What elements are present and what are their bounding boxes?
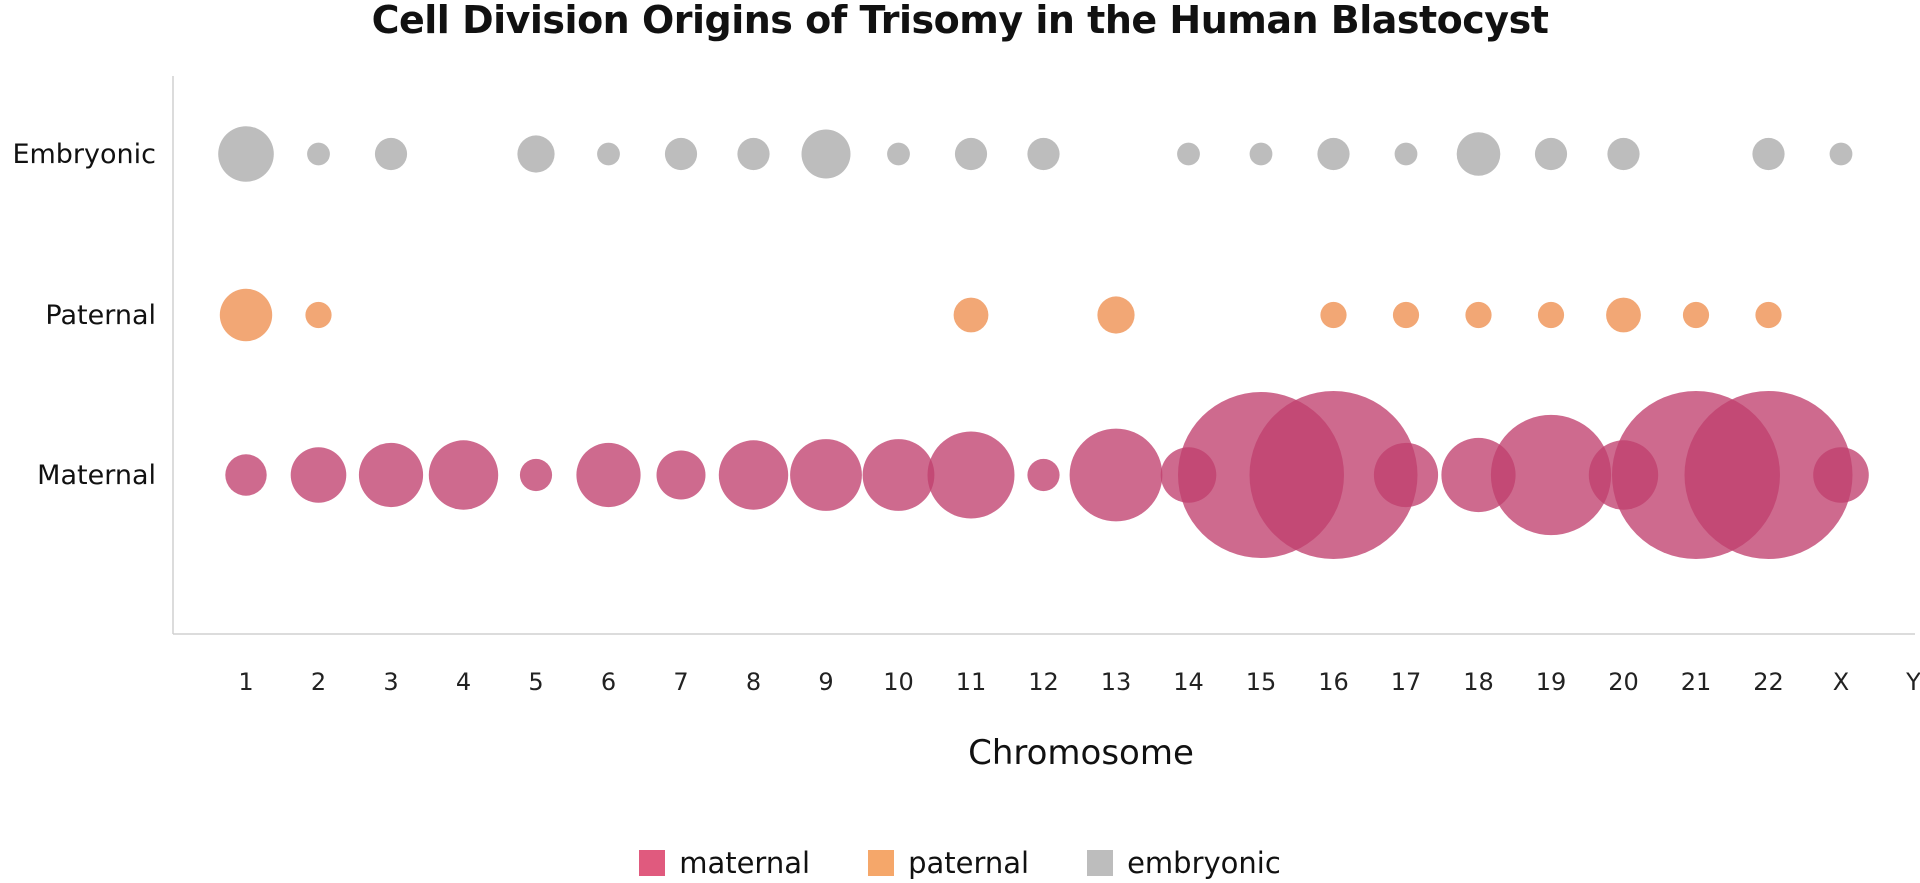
bubble-embryonic-8[interactable] [737, 137, 770, 171]
legend-label-embryonic: embryonic [1127, 846, 1281, 880]
x-tick-labels: 1 2 3 4 5 6 7 8 9 10 11 12 13 14 15 16 17 18 19 20 21 22 X Y [238, 668, 1920, 696]
bubble-maternal-1[interactable] [225, 454, 267, 496]
y-label-paternal: Paternal [45, 300, 156, 331]
bubble-embryonic-5[interactable] [517, 135, 555, 173]
bubble-embryonic-20[interactable] [1607, 137, 1640, 171]
x-tick-4: 4 [456, 668, 471, 696]
x-tick-6: 6 [601, 668, 616, 696]
x-tick-9: 9 [818, 668, 833, 696]
legend-item-embryonic[interactable]: embryonic [1087, 846, 1281, 880]
x-tick-2: 2 [311, 668, 326, 696]
x-tick-19: 19 [1536, 668, 1567, 696]
bubble-embryonic-10[interactable] [887, 142, 910, 166]
bubble-maternal-8[interactable] [718, 440, 789, 510]
bubble-embryonic-17[interactable] [1394, 142, 1418, 166]
bubble-embryonic-7[interactable] [664, 137, 698, 171]
bubble-embryonic-12[interactable] [1027, 137, 1060, 171]
bubble-maternal-5[interactable] [519, 458, 553, 492]
bubble-maternal-19[interactable] [1490, 414, 1612, 536]
x-tick-17: 17 [1391, 668, 1422, 696]
bubble-maternal-11[interactable] [927, 431, 1015, 519]
bubble-maternal-10[interactable] [862, 439, 935, 511]
bubble-paternal-21[interactable] [1682, 301, 1710, 329]
x-tick-16: 16 [1318, 668, 1349, 696]
chart-title: Cell Division Origins of Trisomy in the … [371, 0, 1549, 42]
legend-label-maternal: maternal [679, 846, 811, 880]
bubble-embryonic-18[interactable] [1456, 132, 1501, 176]
bubble-embryonic-11[interactable] [954, 137, 988, 171]
bubble-paternal-2[interactable] [305, 301, 332, 329]
y-labels: Embryonic Paternal Maternal [12, 139, 156, 491]
x-tick-20: 20 [1608, 668, 1639, 696]
legend-label-paternal: paternal [908, 846, 1030, 880]
x-tick-22: 22 [1753, 668, 1784, 696]
bubble-embryonic-9[interactable] [801, 129, 851, 179]
bubble-embryonic-X[interactable] [1829, 142, 1853, 166]
bubble-maternal-6[interactable] [576, 442, 641, 508]
x-tick-7: 7 [673, 668, 688, 696]
bubble-paternal-11[interactable] [953, 297, 989, 333]
bubble-paternal-19[interactable] [1537, 301, 1565, 329]
y-label-maternal: Maternal [37, 460, 156, 491]
x-axis-title: Chromosome [968, 733, 1194, 773]
x-tick-8: 8 [746, 668, 761, 696]
x-tick-10: 10 [883, 668, 914, 696]
x-tick-5: 5 [528, 668, 543, 696]
axes [172, 76, 1915, 635]
x-tick-14: 14 [1173, 668, 1204, 696]
x-tick-21: 21 [1681, 668, 1712, 696]
bubble-maternal-22[interactable] [1684, 391, 1853, 559]
bubble-maternal-X[interactable] [1813, 447, 1869, 503]
bubble-embryonic-6[interactable] [597, 142, 620, 166]
legend-swatch-maternal [639, 850, 666, 876]
x-tick-12: 12 [1028, 668, 1059, 696]
x-tick-15: 15 [1246, 668, 1277, 696]
bubble-embryonic-3[interactable] [374, 137, 408, 171]
y-label-embryonic: Embryonic [12, 139, 156, 170]
bubble-maternal-12[interactable] [1027, 458, 1060, 492]
legend-swatch-embryonic [1087, 850, 1114, 876]
bubble-embryonic-16[interactable] [1317, 137, 1350, 171]
x-tick-1: 1 [238, 668, 253, 696]
x-tick-18: 18 [1463, 668, 1494, 696]
bubble-embryonic-22[interactable] [1752, 137, 1785, 171]
bubble-maternal-9[interactable] [790, 439, 862, 511]
bubble-paternal-13[interactable] [1097, 296, 1135, 334]
bubble-maternal-2[interactable] [290, 447, 347, 503]
bubble-embryonic-14[interactable] [1177, 142, 1200, 166]
bubble-paternal-16[interactable] [1320, 301, 1347, 329]
legend-item-paternal[interactable]: paternal [868, 846, 1029, 880]
bubble-paternal-22[interactable] [1755, 301, 1782, 329]
bubble-maternal-4[interactable] [428, 440, 499, 510]
legend: maternal paternal embryonic [0, 843, 1920, 883]
bubble-maternal-17[interactable] [1373, 442, 1439, 508]
bubble-maternal-16[interactable] [1249, 391, 1418, 559]
x-tick-Y: Y [1905, 668, 1920, 696]
bubble-embryonic-15[interactable] [1249, 142, 1273, 166]
bubble-paternal-1[interactable] [219, 288, 273, 342]
bubble-embryonic-19[interactable] [1534, 137, 1568, 171]
bubble-maternal-7[interactable] [656, 450, 706, 500]
bubble-embryonic-2[interactable] [307, 142, 330, 166]
legend-item-maternal[interactable]: maternal [639, 846, 810, 880]
bubble-paternal-17[interactable] [1392, 301, 1420, 329]
legend-swatch-paternal [868, 850, 895, 876]
bubble-maternal-13[interactable] [1069, 428, 1163, 522]
bubbles [218, 126, 1869, 559]
bubble-paternal-20[interactable] [1606, 297, 1641, 333]
bubble-embryonic-1[interactable] [218, 126, 274, 182]
x-tick-X: X [1833, 668, 1849, 696]
bubble-paternal-18[interactable] [1465, 301, 1492, 329]
x-tick-13: 13 [1101, 668, 1132, 696]
x-tick-3: 3 [383, 668, 398, 696]
bubble-maternal-3[interactable] [358, 442, 424, 508]
x-tick-11: 11 [956, 668, 987, 696]
